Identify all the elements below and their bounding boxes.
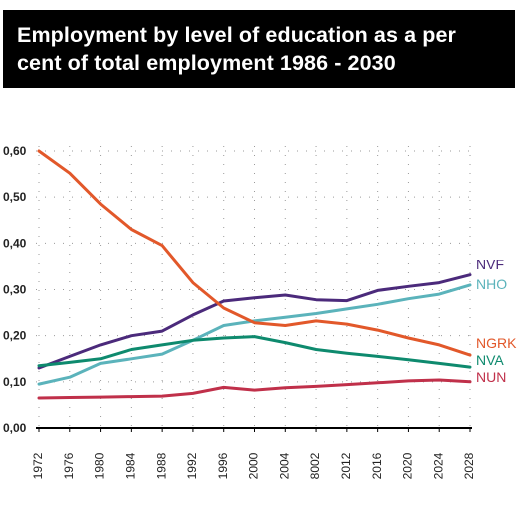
- x-tick-label: 2004: [277, 452, 291, 479]
- y-tick-label: 0,20: [3, 329, 27, 343]
- series-label-ngrk: NGRK: [476, 335, 517, 351]
- x-tick-label: 1976: [62, 452, 76, 479]
- x-tick-label: 1996: [216, 452, 230, 479]
- series-line-ngrk: [37, 149, 472, 357]
- x-tick-label: 2028: [462, 452, 476, 479]
- y-tick-label: 0,60: [3, 144, 27, 158]
- x-tick-label: 2024: [431, 452, 445, 479]
- series-label-nho: NHO: [476, 276, 507, 292]
- x-tick-label: 1972: [31, 452, 45, 479]
- series-label-nun: NUN: [476, 369, 506, 385]
- x-tick-label: 8002: [308, 452, 322, 479]
- y-tick-label: 0,00: [3, 421, 27, 435]
- series-line-nho: [37, 283, 472, 386]
- series-line-nun: [37, 378, 472, 400]
- y-tick-label: 0,30: [3, 283, 27, 297]
- y-tick-label: 0,10: [3, 375, 27, 389]
- series-line-nvf: [37, 273, 472, 370]
- x-tick-label: 2000: [247, 452, 261, 479]
- series-label-nva: NVA: [476, 352, 504, 368]
- x-tick-label: 1984: [124, 452, 138, 479]
- x-tick-label: 1992: [185, 452, 199, 479]
- x-tick-label: 1980: [93, 452, 107, 479]
- label-mask: [472, 250, 522, 260]
- y-tick-label: 0,50: [3, 190, 27, 204]
- series-line-nva: [37, 335, 472, 369]
- title-banner: Employment by level of education as a pe…: [3, 10, 515, 88]
- x-tick-label: 2012: [339, 452, 353, 479]
- x-tick-label: 2016: [370, 452, 384, 479]
- x-tick-label: 2020: [401, 452, 415, 479]
- chart-title: Employment by level of education as a pe…: [17, 23, 457, 75]
- y-tick-label: 0,40: [3, 236, 27, 250]
- x-tick-label: 1988: [154, 452, 168, 479]
